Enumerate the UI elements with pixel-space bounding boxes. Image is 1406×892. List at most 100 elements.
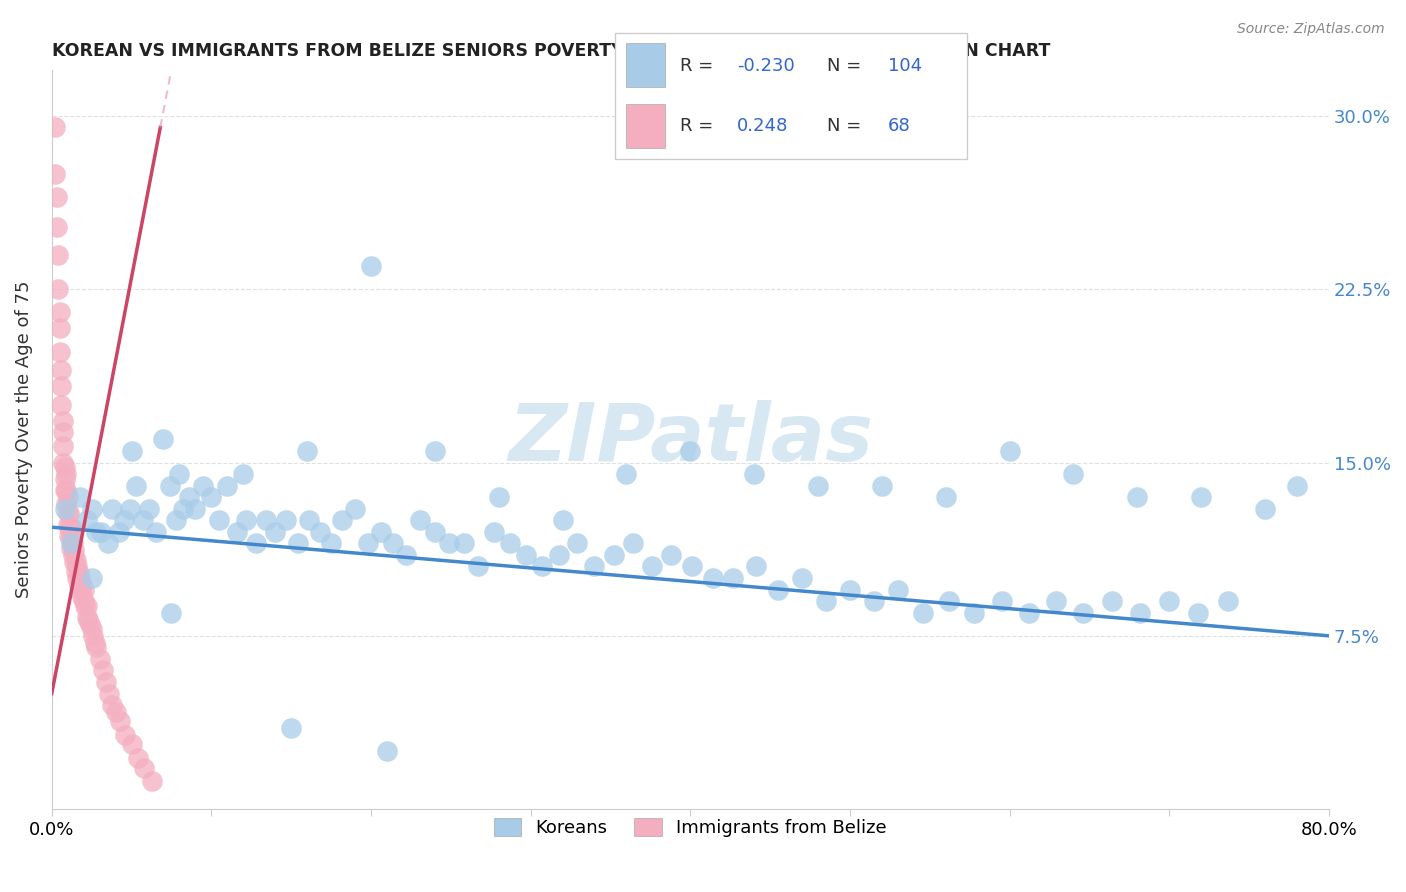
Point — [530, 559, 553, 574]
Text: N =: N = — [827, 57, 860, 75]
Point — [621, 536, 644, 550]
Point — [45, 190, 67, 204]
Point — [1126, 490, 1149, 504]
Point — [62, 548, 84, 562]
Point — [423, 444, 446, 458]
Point — [80, 501, 103, 516]
Point — [548, 548, 571, 562]
Point — [912, 606, 935, 620]
Point — [602, 548, 624, 562]
Point — [193, 478, 215, 492]
Point — [395, 548, 418, 562]
Point — [208, 513, 231, 527]
Point — [121, 738, 143, 752]
Point — [45, 219, 67, 234]
Point — [90, 524, 112, 539]
Point — [159, 478, 181, 492]
Point — [723, 571, 745, 585]
Point — [344, 501, 367, 516]
Point — [59, 541, 82, 555]
Text: 68: 68 — [887, 117, 911, 135]
Point — [439, 536, 461, 550]
Point — [280, 721, 302, 735]
FancyBboxPatch shape — [626, 103, 665, 148]
Point — [998, 444, 1021, 458]
Point — [217, 478, 239, 492]
Point — [48, 321, 70, 335]
Point — [56, 517, 79, 532]
Point — [94, 675, 117, 690]
Point — [52, 414, 75, 428]
Point — [226, 524, 249, 539]
Point — [67, 578, 90, 592]
Point — [76, 513, 98, 527]
Point — [58, 529, 80, 543]
Point — [814, 594, 837, 608]
Point — [82, 629, 104, 643]
Point — [86, 524, 108, 539]
Point — [101, 501, 124, 516]
Point — [73, 594, 96, 608]
Point — [70, 590, 93, 604]
FancyBboxPatch shape — [626, 43, 665, 87]
Text: R =: R = — [679, 57, 713, 75]
Point — [766, 582, 789, 597]
Point — [990, 594, 1012, 608]
Point — [1101, 594, 1123, 608]
Point — [51, 363, 73, 377]
Point — [679, 444, 702, 458]
Point — [145, 524, 167, 539]
Point — [235, 513, 257, 527]
Point — [118, 501, 141, 516]
Point — [870, 478, 893, 492]
Point — [76, 610, 98, 624]
Point — [298, 513, 321, 527]
Point — [177, 490, 200, 504]
Point — [1129, 606, 1152, 620]
Point — [360, 259, 382, 273]
Point — [83, 636, 105, 650]
Point — [53, 472, 76, 486]
Point — [1285, 478, 1308, 492]
Point — [276, 513, 298, 527]
Point — [264, 524, 287, 539]
Point — [59, 529, 82, 543]
Point — [66, 559, 89, 574]
Point — [887, 582, 910, 597]
Point — [121, 444, 143, 458]
Point — [53, 460, 76, 475]
Point — [69, 490, 91, 504]
Point — [69, 571, 91, 585]
Point — [63, 555, 86, 569]
Point — [110, 714, 132, 729]
Point — [641, 559, 664, 574]
Point — [56, 506, 79, 520]
Point — [46, 282, 69, 296]
Point — [91, 664, 114, 678]
Point — [51, 379, 73, 393]
Text: 104: 104 — [887, 57, 922, 75]
Point — [551, 513, 574, 527]
Point — [48, 305, 70, 319]
Point — [67, 566, 90, 581]
Point — [65, 564, 87, 578]
Text: N =: N = — [827, 117, 860, 135]
Point — [1062, 467, 1084, 481]
Point — [583, 559, 606, 574]
Point — [132, 513, 155, 527]
Point — [44, 120, 66, 135]
Point — [79, 617, 101, 632]
Point — [172, 501, 194, 516]
Point — [104, 705, 127, 719]
Point — [52, 425, 75, 440]
Point — [1018, 606, 1040, 620]
Point — [69, 582, 91, 597]
Point — [80, 571, 103, 585]
Text: Source: ZipAtlas.com: Source: ZipAtlas.com — [1237, 22, 1385, 37]
Point — [65, 552, 87, 566]
Point — [245, 536, 267, 550]
Point — [51, 398, 73, 412]
Point — [681, 559, 703, 574]
Point — [141, 774, 163, 789]
Point — [254, 513, 277, 527]
